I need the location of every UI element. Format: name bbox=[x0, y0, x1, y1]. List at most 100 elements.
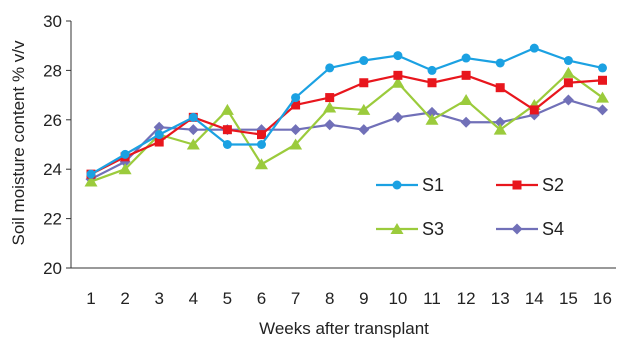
series-s1-point bbox=[291, 93, 301, 103]
legend-item-s4: S4 bbox=[496, 219, 564, 239]
series-s1-point bbox=[222, 140, 232, 149]
series-s3-point bbox=[220, 103, 234, 115]
x-tick-label: 13 bbox=[491, 289, 510, 308]
y-tick-label: 28 bbox=[43, 61, 62, 80]
series-s2 bbox=[86, 70, 607, 179]
series-s1-point bbox=[563, 56, 573, 66]
series-s4-point bbox=[290, 124, 302, 136]
series-s1-point bbox=[120, 149, 130, 159]
x-tick-label: 5 bbox=[223, 289, 232, 308]
legend-swatch-marker bbox=[392, 180, 402, 190]
series-s1-point bbox=[154, 130, 164, 140]
x-tick-label: 12 bbox=[457, 289, 476, 308]
series-s1-point bbox=[461, 53, 471, 63]
series-s4-point bbox=[153, 121, 165, 133]
legend-swatch-marker bbox=[390, 223, 404, 234]
x-tick-label: 16 bbox=[593, 289, 612, 308]
series-s4-point bbox=[460, 116, 472, 128]
y-tick-label: 22 bbox=[43, 210, 62, 229]
legend-label: S3 bbox=[422, 219, 444, 239]
series-s3-point bbox=[357, 103, 371, 115]
series-s4-point bbox=[562, 94, 574, 106]
y-tick-label: 26 bbox=[43, 111, 62, 130]
x-tick-label: 6 bbox=[257, 289, 266, 308]
series-s3-line bbox=[90, 71, 604, 183]
series-s1-point bbox=[86, 169, 96, 179]
legend-label: S1 bbox=[422, 175, 444, 195]
legend-item-s3: S3 bbox=[376, 219, 444, 239]
y-tick-label: 24 bbox=[43, 160, 62, 179]
x-tick-label: 15 bbox=[559, 289, 578, 308]
series-s3-point bbox=[561, 66, 575, 78]
series-s4-point bbox=[597, 104, 608, 116]
x-tick-label: 10 bbox=[388, 289, 407, 308]
series-s3-point bbox=[493, 123, 507, 135]
series-s4-point bbox=[324, 119, 336, 131]
y-tick-label: 20 bbox=[43, 259, 62, 278]
series-s3-point bbox=[289, 138, 303, 150]
series-s1-point bbox=[188, 112, 198, 122]
series-s3-point bbox=[84, 175, 98, 187]
series-s4-point bbox=[426, 106, 438, 118]
series-s2-point bbox=[461, 70, 471, 80]
series-s1-point bbox=[393, 51, 403, 61]
x-tick-label: 14 bbox=[525, 289, 544, 308]
x-tick-label: 2 bbox=[120, 289, 129, 308]
series-s3 bbox=[84, 66, 609, 187]
series-s3-point bbox=[118, 163, 132, 175]
series-s1-point bbox=[427, 65, 437, 75]
series-s2-point bbox=[563, 78, 573, 88]
series-s4-point bbox=[358, 124, 370, 136]
series-s2-point bbox=[427, 78, 437, 88]
legend-swatch-marker bbox=[512, 180, 522, 190]
series-s1-point bbox=[598, 63, 607, 73]
series-s4-point bbox=[187, 124, 199, 136]
series-s3-point bbox=[186, 138, 200, 150]
series-s1-point bbox=[325, 63, 335, 73]
series-s1-point bbox=[495, 58, 505, 68]
x-tick-label: 7 bbox=[291, 289, 300, 308]
series-s3-point bbox=[255, 158, 268, 170]
series-s1-line bbox=[90, 47, 603, 176]
series-s2-point bbox=[529, 105, 539, 115]
series-s2-point bbox=[291, 100, 301, 110]
series-s2-line bbox=[90, 74, 603, 176]
x-tick-label: 9 bbox=[359, 289, 368, 308]
legend: S1 S2 S3 S4 bbox=[376, 175, 564, 239]
legend-item-s2: S2 bbox=[496, 175, 564, 195]
series-s1 bbox=[86, 43, 607, 179]
legend-label: S2 bbox=[542, 175, 564, 195]
legend-item-s1: S1 bbox=[376, 175, 444, 195]
legend-swatch-marker bbox=[511, 223, 523, 235]
series-s2-point bbox=[325, 93, 335, 103]
series-group bbox=[84, 43, 609, 187]
series-s2-point bbox=[154, 137, 164, 147]
series-s2-point bbox=[495, 83, 505, 93]
x-tick-label: 3 bbox=[154, 289, 163, 308]
series-s2-point bbox=[222, 125, 232, 135]
series-s1-point bbox=[257, 140, 266, 149]
series-s2-point bbox=[359, 78, 369, 88]
series-s4-point bbox=[392, 111, 404, 123]
legend-label: S4 bbox=[542, 219, 564, 239]
series-s4-point bbox=[494, 116, 506, 128]
series-s2-point bbox=[393, 70, 403, 80]
series-s3-point bbox=[596, 91, 609, 103]
series-s3-point bbox=[323, 101, 337, 113]
series-s3-point bbox=[459, 94, 473, 106]
series-s1-point bbox=[359, 56, 369, 66]
x-tick-label: 1 bbox=[86, 289, 95, 308]
series-s1-point bbox=[529, 43, 539, 53]
y-tick-label: 30 bbox=[43, 12, 62, 31]
y-axis-title: Soil moisture content % v/v bbox=[9, 40, 28, 246]
series-s2-point bbox=[257, 130, 266, 140]
x-axis-title: Weeks after transplant bbox=[259, 319, 429, 338]
x-tick-label: 4 bbox=[189, 289, 198, 308]
series-s2-point bbox=[598, 75, 607, 85]
series-s3-point bbox=[425, 113, 439, 125]
x-tick-label: 8 bbox=[325, 289, 334, 308]
x-tick-label: 11 bbox=[423, 289, 441, 308]
